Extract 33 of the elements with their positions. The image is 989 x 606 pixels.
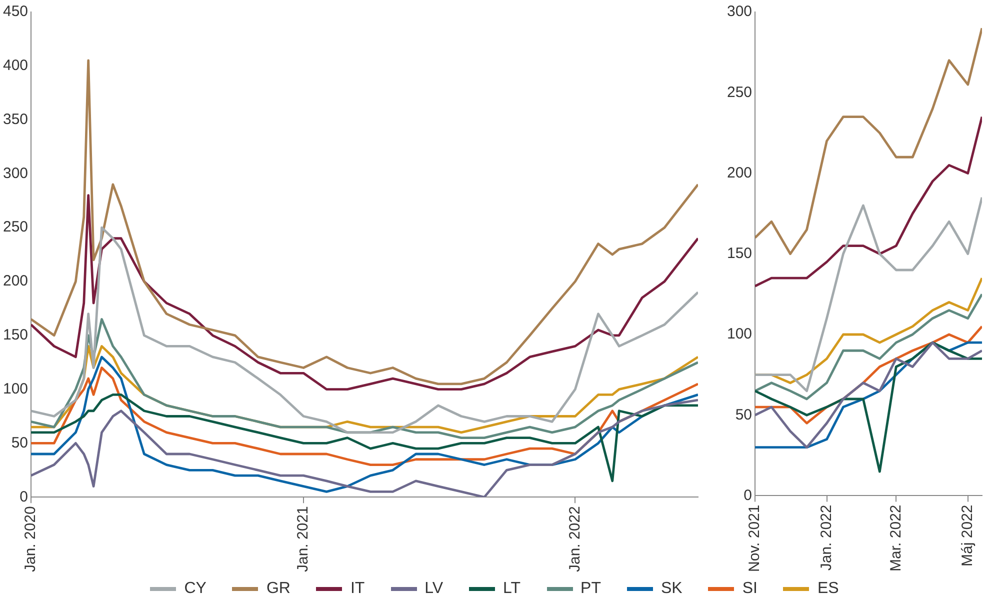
legend-label: LV	[424, 580, 444, 598]
x-tick-label: Jan. 2021	[294, 506, 312, 572]
y-tick-label: 100	[726, 326, 752, 343]
legend-label: IT	[350, 580, 365, 598]
x-tick-label: Jan. 2022	[566, 506, 584, 572]
legend-label: PT	[580, 580, 601, 598]
y-tick-label: 50	[735, 406, 752, 424]
y-tick-label: 250	[2, 218, 28, 236]
legend-label: CY	[184, 580, 206, 598]
x-tick-label: Jan. 2020	[22, 506, 40, 572]
y-tick-label: 50	[11, 434, 28, 452]
y-tick-label: 350	[2, 110, 28, 128]
y-tick-label: 300	[2, 164, 28, 182]
legend-label: GR	[266, 580, 290, 598]
y-tick-label: 150	[2, 326, 28, 344]
y-tick-label: 0	[744, 486, 752, 504]
y-tick-label: 100	[2, 380, 28, 398]
x-tick-label: Máj 2022	[959, 504, 976, 566]
y-tick-label: 400	[2, 57, 28, 74]
x-tick-label: Jan. 2022	[818, 504, 835, 571]
legend-label: ES	[817, 580, 839, 598]
y-tick-label: 450	[2, 3, 28, 20]
x-tick-label: Mar. 2022	[887, 504, 904, 572]
y-tick-label: 0	[20, 488, 28, 506]
y-tick-label: 200	[2, 272, 28, 290]
legend-label: SK	[660, 580, 682, 598]
y-tick-label: 200	[726, 164, 752, 182]
y-tick-label: 150	[726, 245, 752, 262]
legend-label: SI	[742, 580, 758, 598]
x-tick-label: Nov. 2021	[746, 504, 764, 572]
y-tick-label: 300	[726, 3, 752, 20]
y-tick-label: 250	[726, 84, 752, 101]
legend-label: LT	[503, 580, 521, 598]
